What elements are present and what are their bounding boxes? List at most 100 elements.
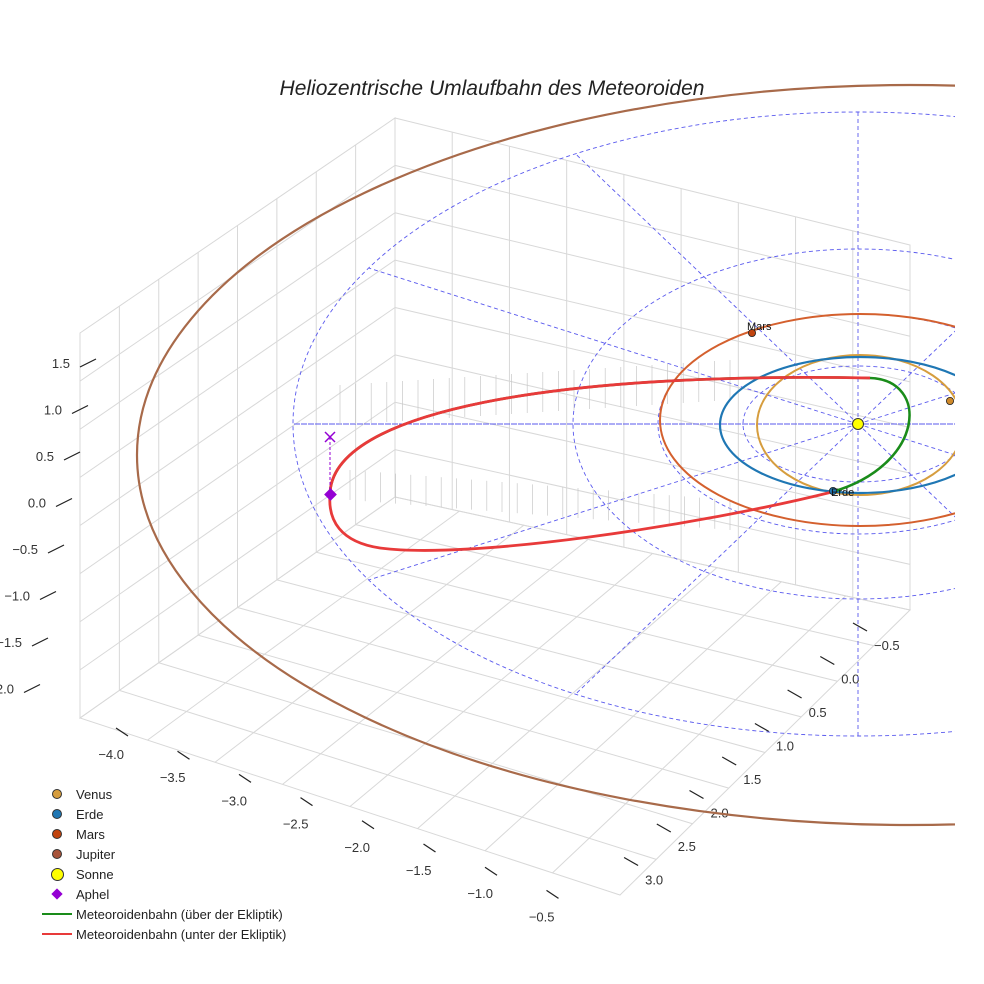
z-tick-label: 1.5 bbox=[52, 356, 70, 371]
planet-label: Mars bbox=[747, 321, 772, 333]
x-tick bbox=[546, 889, 559, 899]
legend-item: Erde bbox=[38, 804, 286, 824]
grid-line bbox=[79, 307, 396, 526]
z-tick bbox=[63, 451, 81, 461]
x-tick-label: −3.0 bbox=[221, 793, 247, 808]
legend-label: Erde bbox=[76, 806, 104, 822]
z-tick bbox=[55, 497, 73, 508]
legend-label: Meteoroidenbahn (über der Ekliptik) bbox=[76, 906, 283, 922]
legend-swatch bbox=[51, 888, 63, 900]
grid-line bbox=[394, 212, 911, 337]
x-tick bbox=[115, 727, 129, 737]
y-tick-label: 1.0 bbox=[776, 739, 794, 754]
grid-line bbox=[197, 634, 729, 789]
legend-label: Venus bbox=[76, 786, 113, 802]
x-tick bbox=[423, 843, 436, 853]
y-tick bbox=[689, 789, 704, 800]
y-tick-label: 2.5 bbox=[678, 839, 696, 854]
legend-item: Meteoroidenbahn (unter der Ekliptik) bbox=[38, 924, 286, 944]
z-tick-label: 0.0 bbox=[28, 496, 46, 511]
y-tick-label: 3.0 bbox=[645, 873, 663, 888]
grid-line bbox=[394, 401, 911, 520]
sun-marker bbox=[852, 418, 864, 430]
grid-line bbox=[79, 354, 396, 575]
z-tick bbox=[39, 590, 57, 601]
legend: Venus Erde Mars Jupiter Sonne Aphel Meteoroide… bbox=[38, 784, 286, 944]
y-tick bbox=[623, 856, 639, 867]
ecliptic-spoke bbox=[857, 392, 955, 425]
y-tick-label: 0.5 bbox=[809, 705, 827, 720]
grid-line bbox=[276, 579, 802, 718]
legend-item: Meteoroidenbahn (über der Ekliptik) bbox=[38, 904, 286, 924]
axis-grid bbox=[78, 117, 912, 896]
planet-label: Erde bbox=[831, 487, 854, 499]
legend-symbol bbox=[38, 933, 76, 935]
legend-symbol bbox=[38, 913, 76, 915]
ecliptic-spoke bbox=[368, 267, 859, 425]
planet-label: Ver bbox=[955, 392, 972, 404]
legend-swatch bbox=[52, 809, 62, 819]
ecliptic-spoke bbox=[857, 423, 955, 456]
grid-line bbox=[355, 524, 874, 647]
ecliptic-spoke bbox=[575, 153, 859, 425]
ecliptic-spoke bbox=[857, 330, 955, 425]
legend-item: Venus bbox=[38, 784, 286, 804]
grid-line bbox=[79, 259, 396, 478]
legend-symbol bbox=[38, 809, 76, 819]
x-tick bbox=[177, 750, 190, 760]
z-tick-label: −0.5 bbox=[12, 542, 38, 557]
z-tick bbox=[31, 637, 49, 647]
x-tick-label: −2.0 bbox=[344, 840, 370, 855]
meteoroid-orbit-above bbox=[328, 376, 911, 496]
grid-line bbox=[394, 307, 911, 428]
legend-swatch bbox=[50, 867, 64, 881]
grid-line bbox=[316, 551, 838, 682]
x-tick bbox=[484, 866, 498, 876]
y-tick-label: −0.5 bbox=[874, 638, 900, 653]
legend-item: Sonne bbox=[38, 864, 286, 884]
x-tick bbox=[238, 773, 252, 783]
y-tick bbox=[656, 823, 672, 833]
grid-line bbox=[394, 449, 911, 565]
z-tick bbox=[71, 404, 89, 415]
legend-symbol bbox=[38, 867, 76, 881]
x-tick-label: −3.5 bbox=[160, 770, 186, 785]
x-tick-label: −1.0 bbox=[467, 886, 493, 901]
z-tick-label: −1.0 bbox=[4, 589, 30, 604]
planet-marker bbox=[946, 396, 955, 405]
planet-marker bbox=[748, 328, 757, 337]
y-tick bbox=[852, 622, 868, 632]
grid-line bbox=[394, 354, 911, 474]
legend-label: Aphel bbox=[76, 886, 110, 902]
legend-label: Meteoroidenbahn (unter der Ekliptik) bbox=[76, 926, 287, 942]
legend-label: Mars bbox=[76, 826, 105, 842]
grid-line bbox=[79, 212, 396, 430]
legend-item: Mars bbox=[38, 824, 286, 844]
legend-swatch bbox=[52, 849, 62, 859]
chart-title: Heliozentrische Umlaufbahn des Meteoroid… bbox=[280, 77, 705, 100]
jupiter-orbit bbox=[136, 84, 955, 826]
x-tick-label: −1.5 bbox=[406, 863, 432, 878]
z-tick-label: 1.0 bbox=[44, 403, 62, 418]
legend-swatch bbox=[52, 829, 62, 839]
legend-symbol bbox=[38, 829, 76, 839]
grid-line bbox=[79, 401, 396, 623]
mars-orbit bbox=[659, 313, 955, 527]
legend-symbol bbox=[38, 888, 76, 900]
x-tick-label: −0.5 bbox=[529, 909, 555, 924]
y-tick bbox=[787, 689, 802, 699]
aphelion-marker bbox=[324, 488, 337, 501]
z-tick bbox=[47, 544, 65, 554]
planet-marker bbox=[829, 486, 838, 495]
legend-symbol bbox=[38, 789, 76, 799]
z-tick bbox=[23, 683, 41, 694]
grid-line bbox=[119, 689, 657, 860]
x-tick-label: −2.5 bbox=[283, 817, 309, 832]
y-tick bbox=[820, 655, 835, 666]
legend-swatch bbox=[42, 913, 72, 915]
floor bbox=[78, 496, 912, 896]
meteoroid-orbit-below bbox=[328, 375, 871, 496]
grid-line bbox=[79, 449, 396, 671]
legend-item: Aphel bbox=[38, 884, 286, 904]
